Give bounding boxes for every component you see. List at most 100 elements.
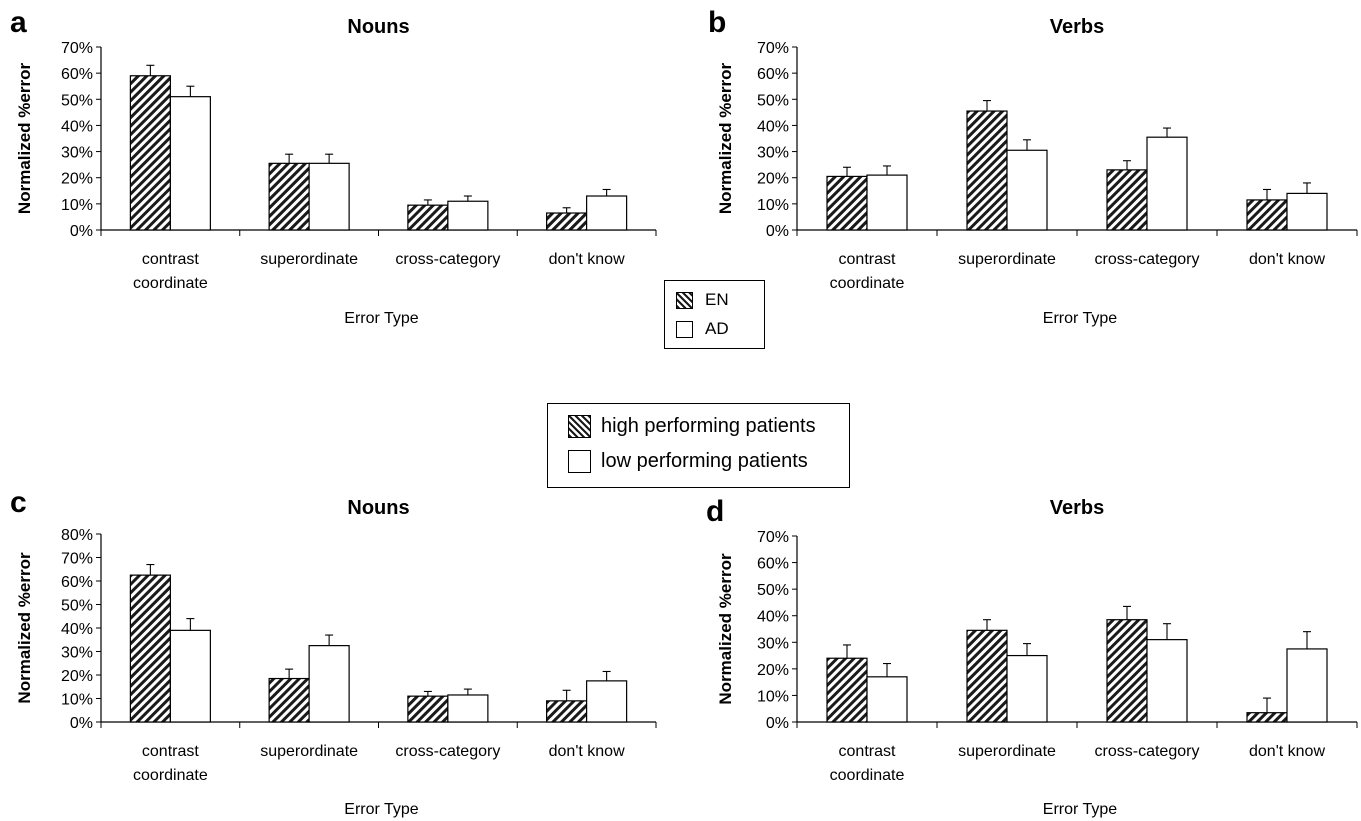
chart-panel-a: a Nouns Normalized %error 0% 10% 20% 30% 40% 50%… xyxy=(10,6,657,327)
x-tick-label: cross-category xyxy=(395,251,500,268)
legend-swatch-white xyxy=(568,450,591,473)
y-tick-label: 10% xyxy=(757,197,789,214)
legend-performance: high performing patients low performing … xyxy=(547,403,850,488)
bar-hatched xyxy=(546,212,588,231)
x-tick-label: superordinate xyxy=(260,743,358,760)
bar-hatched xyxy=(129,574,171,723)
y-tick-label: 0% xyxy=(766,715,789,732)
bar-white xyxy=(1286,192,1328,231)
legend-swatch-white xyxy=(676,320,693,338)
bar-hatched xyxy=(966,629,1008,723)
bar-hatched xyxy=(1106,169,1148,231)
y-axis-label: Normalized %error xyxy=(15,63,34,215)
bar-hatched xyxy=(129,75,171,231)
y-tick-label: 30% xyxy=(61,145,93,162)
x-tick-label: coordinate xyxy=(830,767,905,784)
chart-title: Nouns xyxy=(347,497,409,519)
bar-hatched xyxy=(1246,712,1288,723)
x-tick-label: superordinate xyxy=(260,251,358,268)
bar-hatched xyxy=(966,110,1008,231)
legend-item-high: high performing patients xyxy=(568,415,816,438)
x-tick-label: don't know xyxy=(549,251,625,268)
x-tick-label: don't know xyxy=(1249,251,1325,268)
y-tick-label: 20% xyxy=(757,171,789,188)
panel-letter: a xyxy=(10,6,27,39)
y-tick-label: 20% xyxy=(61,171,93,188)
y-tick-label: 60% xyxy=(757,66,789,83)
bar-white xyxy=(308,645,350,723)
legend-label-en: EN xyxy=(705,290,729,309)
legend-label-ad: AD xyxy=(705,319,729,338)
bar-hatched xyxy=(407,204,449,231)
y-tick-label: 50% xyxy=(61,92,93,109)
bar-hatched xyxy=(407,695,449,723)
x-tick-label: contrast xyxy=(142,251,199,268)
legend-label-high: high performing patients xyxy=(601,415,816,437)
y-tick-label: 60% xyxy=(61,66,93,83)
x-axis-label: Error Type xyxy=(1043,801,1118,818)
x-tick-label: coordinate xyxy=(133,275,208,292)
bar-hatched xyxy=(268,162,310,231)
y-tick-label: 40% xyxy=(757,118,789,135)
y-tick-label: 10% xyxy=(61,197,93,214)
x-tick-label: superordinate xyxy=(958,251,1056,268)
x-tick-label: coordinate xyxy=(830,275,905,292)
chart-title: Verbs xyxy=(1050,497,1104,519)
y-axis-label: Normalized %error xyxy=(716,553,735,705)
bar-hatched xyxy=(826,175,868,231)
x-tick-label: contrast xyxy=(839,251,896,268)
x-tick-label: don't know xyxy=(549,743,625,760)
bar-hatched xyxy=(546,700,588,723)
y-tick-label: 60% xyxy=(757,556,789,573)
y-axis-label: Normalized %error xyxy=(15,552,34,704)
x-tick-label: coordinate xyxy=(133,767,208,784)
legend-label-low: low performing patients xyxy=(601,450,808,472)
legend-swatch-hatched xyxy=(568,415,591,438)
y-tick-label: 70% xyxy=(61,40,93,57)
bar-hatched xyxy=(1246,199,1288,231)
y-tick-label: 30% xyxy=(757,145,789,162)
bar-hatched xyxy=(268,677,310,723)
y-tick-label: 70% xyxy=(61,551,93,568)
y-tick-label: 60% xyxy=(61,574,93,591)
y-tick-label: 50% xyxy=(61,598,93,615)
bar-white xyxy=(169,629,211,723)
legend-swatch-hatched xyxy=(676,291,693,309)
x-tick-label: cross-category xyxy=(1095,251,1200,268)
chart-panel-c: c Nouns Normalized %error 0% 10% 20% 30% 40% 50%… xyxy=(10,486,657,818)
x-tick-label: cross-category xyxy=(395,743,500,760)
bar-white xyxy=(586,195,628,231)
legend-item-low: low performing patients xyxy=(568,450,808,473)
y-tick-label: 80% xyxy=(61,527,93,544)
y-tick-label: 40% xyxy=(61,621,93,638)
y-tick-label: 70% xyxy=(757,40,789,57)
x-tick-label: don't know xyxy=(1249,743,1325,760)
bar-white xyxy=(1146,639,1188,723)
legend-en-ad: EN AD xyxy=(664,280,765,349)
y-axis-label: Normalized %error xyxy=(716,63,735,215)
y-tick-label: 70% xyxy=(757,529,789,546)
bar-white xyxy=(308,162,350,231)
y-tick-label: 0% xyxy=(766,223,789,240)
y-tick-label: 0% xyxy=(70,223,93,240)
chart-panel-d: d Verbs Normalized %error 0% 10% 20% 30% 40% 50%… xyxy=(706,495,1358,818)
bar-white xyxy=(866,676,908,723)
y-tick-label: 50% xyxy=(757,582,789,599)
bar-white xyxy=(1006,149,1048,231)
x-tick-label: contrast xyxy=(142,743,199,760)
bar-hatched xyxy=(826,657,868,723)
y-tick-label: 40% xyxy=(61,118,93,135)
chart-panel-b: b Verbs Normalized %error 0% 10% 20% 30% 40% 50%… xyxy=(708,6,1358,327)
y-tick-label: 20% xyxy=(61,668,93,685)
chart-title: Nouns xyxy=(347,16,409,38)
y-tick-label: 30% xyxy=(61,645,93,662)
chart-title: Verbs xyxy=(1050,16,1104,38)
legend-item-ad: AD xyxy=(676,319,729,339)
y-tick-label: 20% xyxy=(757,662,789,679)
x-axis-label: Error Type xyxy=(1043,310,1118,327)
bar-white xyxy=(447,694,489,723)
y-tick-label: 30% xyxy=(757,635,789,652)
x-axis-label: Error Type xyxy=(344,801,419,818)
x-axis-label: Error Type xyxy=(344,310,419,327)
y-tick-label: 0% xyxy=(70,715,93,732)
